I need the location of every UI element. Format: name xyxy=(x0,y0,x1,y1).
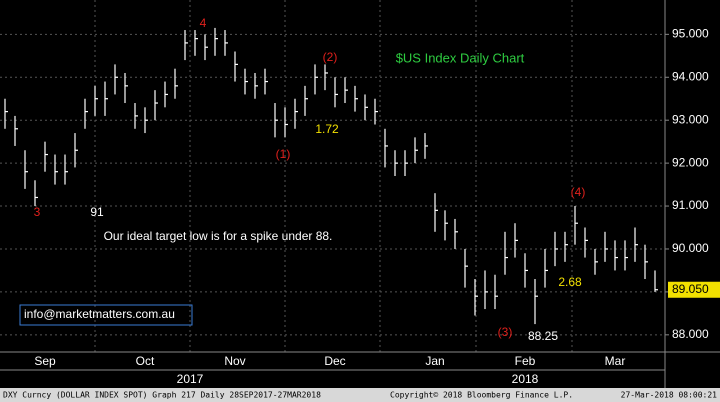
y-tick-label: 95.000 xyxy=(672,27,709,41)
x-tick-label: Mar xyxy=(605,354,626,368)
y-tick-label: 91.000 xyxy=(672,198,709,212)
year-label: 2017 xyxy=(177,372,204,386)
annotation: (1) xyxy=(276,147,291,161)
annotation: 4 xyxy=(200,16,207,30)
annotation: 1.72 xyxy=(315,122,339,136)
x-tick-label: Feb xyxy=(515,354,536,368)
contact: info@marketmatters.com.au xyxy=(24,307,175,321)
footer-left: DXY Curncy (DOLLAR INDEX SPOT) Graph 217… xyxy=(3,391,321,400)
footer-bar xyxy=(0,388,720,402)
y-tick-label: 92.000 xyxy=(672,155,709,169)
footer-right: 27-Mar-2018 08:00:21 xyxy=(621,391,718,400)
y-tick-label: 88.000 xyxy=(672,327,709,341)
contact-box xyxy=(19,304,193,326)
x-tick-label: Nov xyxy=(224,354,245,368)
x-tick-label: Sep xyxy=(34,354,56,368)
year-label: 2018 xyxy=(512,372,539,386)
y-tick-label: 93.000 xyxy=(672,112,709,126)
chart-title: $US Index Daily Chart xyxy=(396,50,525,65)
annotation: (2) xyxy=(323,50,338,64)
footer-center: Copyright© 2018 Bloomberg Finance L.P. xyxy=(390,391,573,400)
annotation: 88.25 xyxy=(528,329,558,343)
month-grid xyxy=(94,0,573,352)
last-price-box xyxy=(668,281,720,298)
x-tick-label: Dec xyxy=(324,354,345,368)
annotation: Our ideal target low is for a spike unde… xyxy=(104,229,333,243)
annotation: (3) xyxy=(498,325,513,339)
x-tick-label: Jan xyxy=(425,354,444,368)
annotation: 91 xyxy=(90,205,104,219)
y-tick-label: 94.000 xyxy=(672,69,709,83)
annotation: (4) xyxy=(571,185,586,199)
last-price-label: 89.050 xyxy=(672,282,709,296)
annotation: 3 xyxy=(34,205,41,219)
y-tick-label: 90.000 xyxy=(672,241,709,255)
annotation: 2.68 xyxy=(558,275,582,289)
x-tick-label: Oct xyxy=(136,354,155,368)
